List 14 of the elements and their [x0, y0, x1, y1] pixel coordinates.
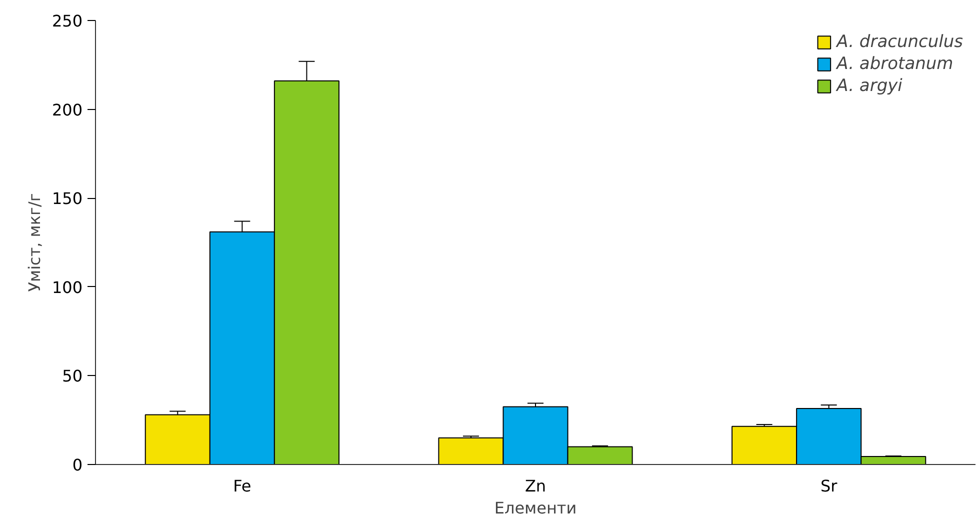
x-tick-label: Fe: [233, 476, 252, 496]
y-tick-label: 250: [52, 12, 83, 30]
y-tick-label: 200: [52, 100, 83, 120]
y-tick-label: 100: [52, 278, 83, 297]
y-tick-label: 0: [72, 456, 83, 474]
legend-label: A. dracunculus: [836, 32, 963, 52]
x-axis-title: Елементи: [494, 498, 577, 518]
legend-label: A. argyi: [836, 76, 902, 96]
x-tick-label: Sr: [820, 476, 838, 496]
x-tick-label: Zn: [524, 476, 546, 496]
legend-label: A. abrotanum: [836, 54, 954, 74]
y-tick-label: 50: [62, 366, 82, 386]
y-tick-label: 150: [52, 189, 83, 208]
y-axis-title: Уміст, мкг/г: [24, 193, 44, 292]
